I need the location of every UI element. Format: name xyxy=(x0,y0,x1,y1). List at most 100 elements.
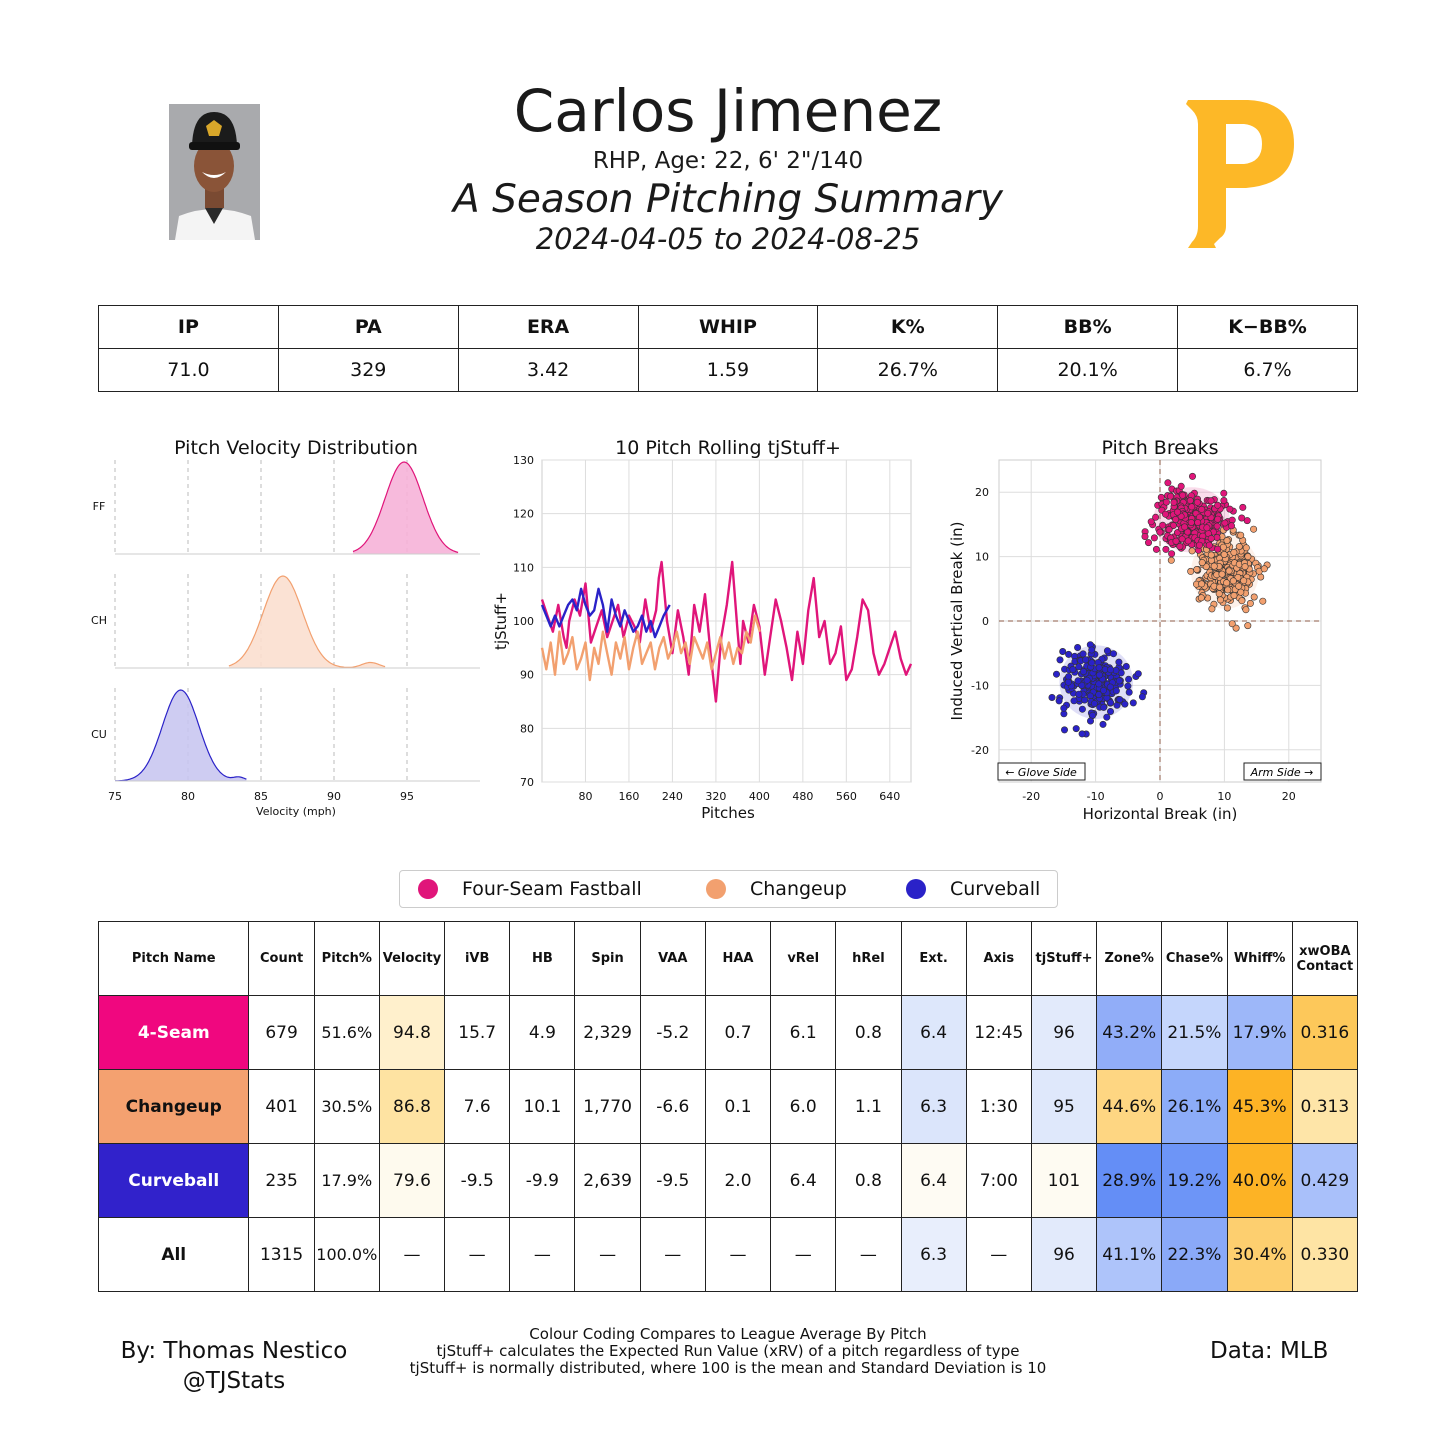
pitch-table-cell: 6.4 xyxy=(900,1143,967,1218)
breaks-point-cu xyxy=(1078,730,1086,738)
breaks-point-ff xyxy=(1228,516,1236,524)
breaks-point-ff xyxy=(1195,541,1203,549)
breaks-point-ff xyxy=(1186,497,1194,505)
rolling-y-tick: 80 xyxy=(520,722,534,735)
breaks-point-ch xyxy=(1238,597,1246,605)
breaks-point-ff xyxy=(1189,472,1197,480)
breaks-point-ff xyxy=(1179,491,1187,499)
pitch-table-cell: 15.7 xyxy=(444,995,511,1070)
breaks-point-ff xyxy=(1187,519,1195,527)
pitch-table-cell: -5.2 xyxy=(639,995,706,1070)
pitch-table-cell: 44.6% xyxy=(1096,1069,1163,1144)
breaks-point-cu xyxy=(1095,664,1103,672)
pitch-table-cell: 0.316 xyxy=(1291,995,1359,1070)
pitch-table-cell: 12:45 xyxy=(965,995,1032,1070)
breaks-point-ch xyxy=(1230,592,1238,600)
player-info: RHP, Age: 22, 6' 2"/140 xyxy=(592,148,864,174)
breaks-point-ff xyxy=(1152,545,1160,553)
breaks-point-cu xyxy=(1110,650,1118,658)
breaks-point-ch xyxy=(1219,543,1227,551)
breaks-point-ch xyxy=(1167,556,1175,564)
pitch-table-cell: — xyxy=(770,1217,837,1292)
breaks-point-cu xyxy=(1115,677,1123,685)
pitch-table-header-tjstuff: tjStuff+ xyxy=(1030,921,1098,996)
legend-item-four-seam: Four-Seam Fastball xyxy=(418,871,642,907)
breaks-point-ff xyxy=(1239,503,1247,511)
stats-header-pa: PA xyxy=(277,305,459,349)
breaks-point-cu xyxy=(1103,647,1111,655)
breaks-point-ch xyxy=(1240,577,1248,585)
player-name: Carlos Jimenez xyxy=(513,77,943,145)
velocity-x-tick: 75 xyxy=(108,790,122,803)
breaks-point-cu xyxy=(1075,663,1083,671)
pitch-table-cell: 2,639 xyxy=(574,1143,641,1218)
breaks-point-ff xyxy=(1226,505,1234,513)
breaks-point-cu xyxy=(1096,671,1104,679)
pitch-table-header-ext: Ext. xyxy=(900,921,967,996)
breaks-gridlines xyxy=(999,460,1321,782)
rolling-tjstuff-chart: 10 Pitch Rolling tjStuff+ 80 160 240 320 400… xyxy=(492,437,913,822)
breaks-point-ff xyxy=(1150,534,1158,542)
velocity-area-ff xyxy=(353,462,459,554)
breaks-point-ff xyxy=(1214,501,1222,509)
breaks-point-cu xyxy=(1075,690,1083,698)
breaks-point-ch xyxy=(1193,566,1201,574)
breaks-y-tick: 0 xyxy=(982,615,989,628)
breaks-point-ff xyxy=(1221,519,1229,527)
velocity-x-tick: 95 xyxy=(400,790,414,803)
rolling-x-tick: 240 xyxy=(662,790,683,803)
breaks-series xyxy=(1048,472,1271,738)
breaks-point-ch xyxy=(1198,559,1206,567)
breaks-point-cu xyxy=(1055,697,1063,705)
pitch-table-cell: 6.4 xyxy=(900,995,967,1070)
breaks-point-ff xyxy=(1145,539,1153,547)
velocity-x-ticks: 75 80 85 90 95 xyxy=(108,790,414,803)
breaks-point-ch xyxy=(1223,604,1231,612)
breaks-point-ff xyxy=(1169,522,1177,530)
pitch-table-cell: 0.7 xyxy=(704,995,772,1070)
legend-dot-four-seam xyxy=(418,879,438,899)
footer-note-1: Colour Coding Compares to League Average… xyxy=(529,1325,927,1343)
legend-label-curveball: Curveball xyxy=(950,878,1041,900)
pitch-table-cell: 6.1 xyxy=(770,995,837,1070)
breaks-point-ff xyxy=(1165,526,1173,534)
footer-note-2: tjStuff+ calculates the Expected Run Val… xyxy=(436,1342,1020,1360)
pitch-table-cell: 21.5% xyxy=(1161,995,1228,1070)
rolling-chart-title: 10 Pitch Rolling tjStuff+ xyxy=(615,437,841,459)
stats-value-k-bb-pct: 6.7% xyxy=(1177,348,1358,392)
breaks-point-cu xyxy=(1082,656,1090,664)
glove-side-box xyxy=(997,762,1086,781)
pitch-table-header-velocity: Velocity xyxy=(378,921,446,996)
breaks-point-ff xyxy=(1198,505,1206,513)
glove-side-label: ← Glove Side xyxy=(1005,766,1077,779)
breaks-point-ch xyxy=(1235,543,1243,551)
breaks-point-cu xyxy=(1070,697,1078,705)
pitch-table-header-hrel: hRel xyxy=(835,921,902,996)
pitch-table-cell: 26.1% xyxy=(1161,1069,1228,1144)
velocity-label-ff: FF xyxy=(93,500,106,513)
breaks-point-ff xyxy=(1214,515,1222,523)
pitch-table-cell: 6.0 xyxy=(770,1069,837,1144)
velocity-chart-title: Pitch Velocity Distribution xyxy=(174,437,418,459)
pitch-table-cell: 43.2% xyxy=(1096,995,1163,1070)
breaks-point-ff xyxy=(1213,534,1221,542)
velocity-curve-ch xyxy=(228,575,386,668)
pitch-table-cell: 6.4 xyxy=(770,1143,837,1218)
pitch-table-header-axis: Axis xyxy=(965,921,1032,996)
breaks-point-ff xyxy=(1203,524,1211,532)
breaks-point-ch xyxy=(1188,547,1196,555)
breaks-point-ch xyxy=(1215,590,1223,598)
breaks-point-ff xyxy=(1205,541,1213,549)
breaks-point-ff xyxy=(1184,528,1192,536)
pitch-table-cell: — xyxy=(574,1217,641,1292)
legend-dot-curveball xyxy=(906,879,926,899)
data-source: Data: MLB xyxy=(1210,1338,1329,1364)
breaks-point-cu xyxy=(1095,691,1103,699)
velocity-curve-cu xyxy=(114,689,247,782)
breaks-point-ch xyxy=(1250,593,1258,601)
pitch-table-cell: 0.330 xyxy=(1291,1217,1359,1292)
pitch-table-cell: 45.3% xyxy=(1226,1069,1293,1144)
breaks-x-axis-label: Horizontal Break (in) xyxy=(1083,805,1238,823)
stats-header-k-bb-pct: K−BB% xyxy=(1177,305,1358,349)
pitch-table-cell: 51.6% xyxy=(313,995,380,1070)
